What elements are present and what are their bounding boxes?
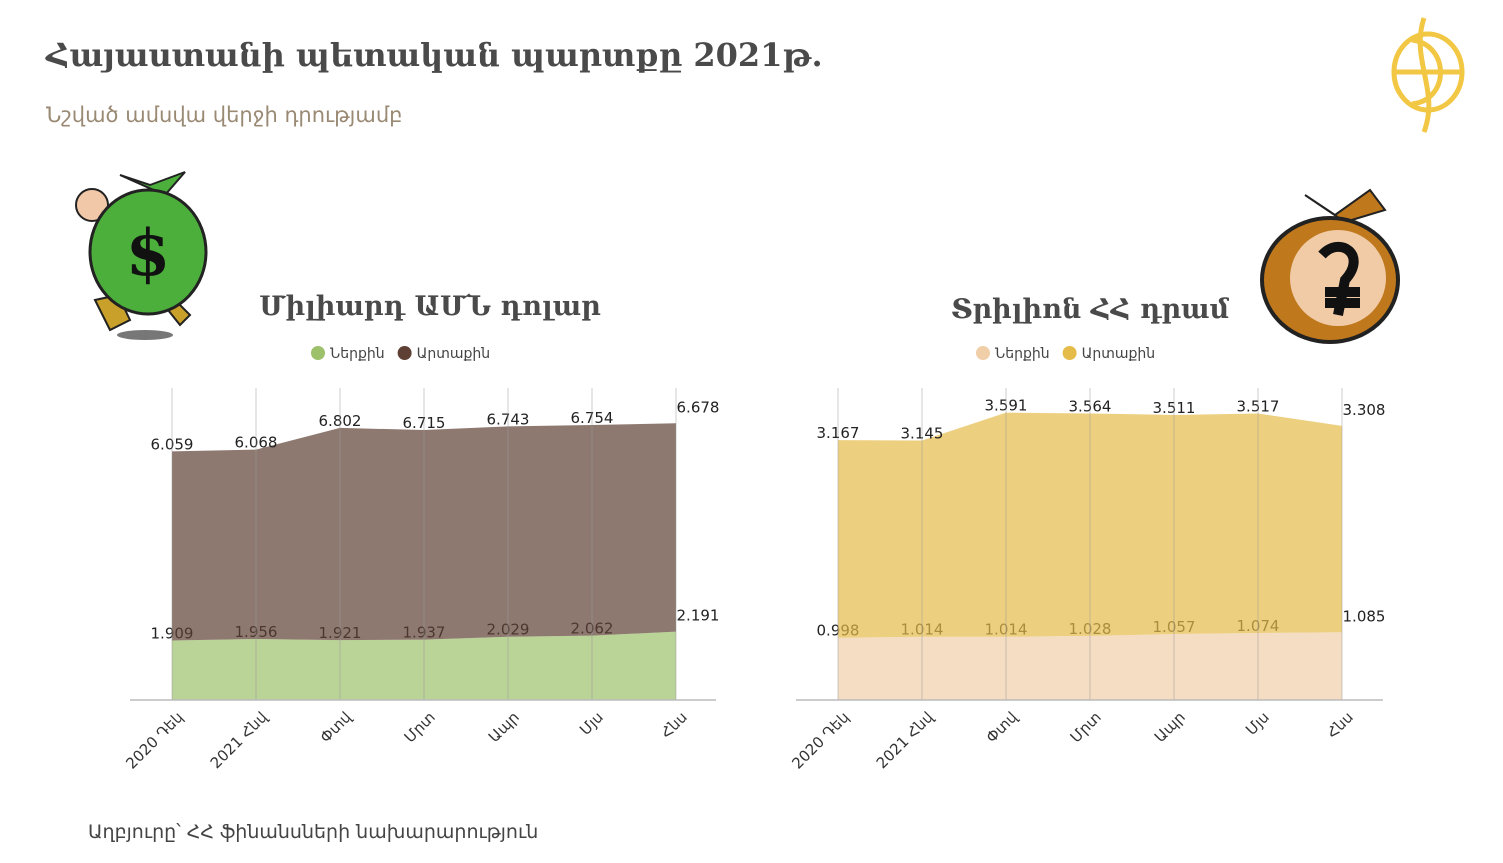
source: Աղբյուրը՝ ՀՀ ֆինանսների նախարարություն <box>88 821 538 843</box>
legend-swatch <box>976 346 990 360</box>
data-label: 2.191 <box>677 607 720 625</box>
x-tick-label: Մյս <box>1242 708 1273 739</box>
x-tick-label: 2021 Հնվ <box>873 708 937 772</box>
legend-label: Ներքին <box>995 346 1050 362</box>
x-tick-label: Մյս <box>576 708 607 739</box>
svg-text:$: $ <box>126 216 171 291</box>
legend-label: Արտաքին <box>417 346 491 362</box>
x-tick-label: Հնս <box>1323 708 1357 742</box>
chart-title: Տրիլիոն ՀՀ դրամ <box>951 294 1230 325</box>
money-bag-dram <box>1260 188 1400 344</box>
page-subtitle: Նշված ամսվա վերջի դրությամբ <box>46 103 402 127</box>
data-label: 6.678 <box>677 398 720 416</box>
legend-label: Արտաքին <box>1082 346 1156 362</box>
x-tick-label: 2020 Դեկ <box>788 708 853 773</box>
data-label: 1.085 <box>1343 607 1386 625</box>
logo <box>1391 17 1465 133</box>
x-tick-label: Փտվ <box>982 708 1021 747</box>
chart-title: Միլիարդ ԱՄՆ դոլար <box>259 291 601 322</box>
money-bag-dollar: $ <box>75 171 208 340</box>
x-tick-label: Փտվ <box>316 708 355 747</box>
x-tick-label: Ապր <box>1151 708 1189 746</box>
x-tick-label: 2020 Դեկ <box>122 708 187 773</box>
legend-swatch <box>1062 346 1077 360</box>
data-label: 3.308 <box>1343 401 1386 419</box>
x-tick-label: 2021 Հնվ <box>207 708 271 772</box>
x-tick-label: Մրտ <box>1067 708 1105 746</box>
legend-swatch <box>397 346 412 360</box>
x-tick-label: Ապր <box>485 708 523 746</box>
legend-label: Ներքին <box>330 346 385 362</box>
x-tick-label: Մրտ <box>401 708 439 746</box>
page-title: Հայաստանի պետական պարտքը 2021թ. <box>45 36 823 74</box>
legend-swatch <box>311 346 325 360</box>
x-tick-label: Հնս <box>657 708 691 742</box>
